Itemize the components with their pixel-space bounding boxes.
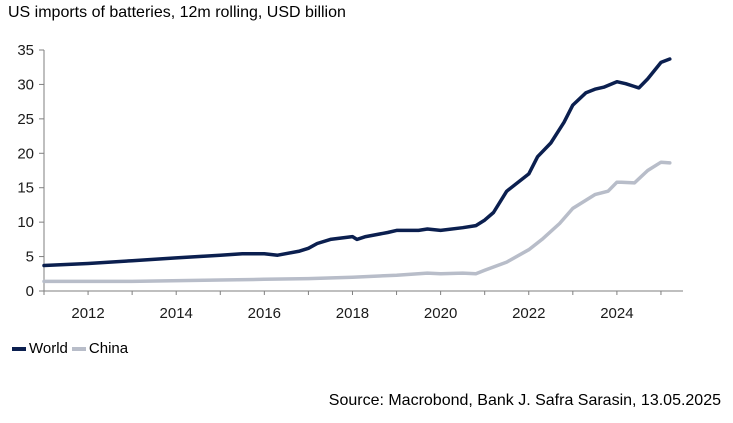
- y-tick-label: 25: [17, 111, 34, 128]
- source-note: Source: Macrobond, Bank J. Safra Sarasin…: [328, 392, 721, 409]
- y-tick-label: 35: [17, 42, 34, 59]
- y-tick-label: 10: [17, 214, 34, 231]
- x-tick-label: 2014: [160, 305, 193, 322]
- legend-label-world: World: [29, 340, 68, 357]
- x-tick-label: 2022: [512, 305, 545, 322]
- y-tick-label: 20: [17, 145, 34, 162]
- legend-label-china: China: [88, 340, 129, 357]
- legend-swatch-china: [71, 346, 86, 351]
- y-tick-label: 5: [26, 249, 34, 266]
- chart-ticks: 0 5 10 15 20 25 30 35 2012 2014 2016 2018 2020 2022 20…: [17, 42, 662, 322]
- x-tick-label: 2024: [600, 305, 633, 322]
- x-tick-label: 2016: [248, 305, 281, 322]
- legend-swatch-world: [12, 346, 26, 351]
- y-tick-label: 0: [26, 283, 34, 300]
- y-tick-label: 30: [17, 76, 34, 93]
- legend-item-china: China: [71, 340, 129, 357]
- legend-item-world: World: [12, 340, 68, 357]
- x-tick-label: 2018: [336, 305, 369, 322]
- chart-title: US imports of batteries, 12m rolling, US…: [8, 4, 346, 21]
- series-line-china: [42, 160, 672, 284]
- y-tick-label: 15: [17, 180, 34, 197]
- series-line-world: [42, 57, 672, 268]
- chart-lines: [42, 57, 672, 284]
- chart-legend: World China: [12, 340, 128, 357]
- x-tick-label: 2020: [424, 305, 457, 322]
- chart-axes: [43, 50, 683, 292]
- x-tick-label: 2012: [71, 305, 104, 322]
